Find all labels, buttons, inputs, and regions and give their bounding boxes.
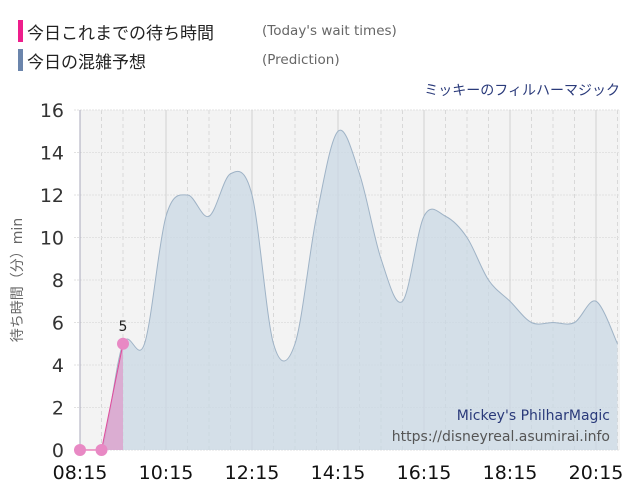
x-tick-label: 18:15 bbox=[483, 462, 538, 484]
watermark-title: Mickey's PhilharMagic bbox=[457, 408, 610, 424]
prediction-area bbox=[80, 130, 618, 451]
actual-area bbox=[80, 343, 123, 450]
prediction-line bbox=[79, 129, 618, 451]
legend-sublabel: (Prediction) bbox=[262, 52, 340, 68]
legend-item-prediction[interactable]: 今日の混雑予想 (Prediction) bbox=[18, 49, 340, 73]
y-tick-label: 8 bbox=[52, 270, 64, 292]
actual-point bbox=[95, 444, 108, 456]
x-tick-label: 16:15 bbox=[397, 462, 452, 484]
data-label: 5 bbox=[119, 319, 128, 335]
x-tick-label: 12:15 bbox=[225, 462, 280, 484]
legend-swatch bbox=[18, 49, 23, 71]
x-tick-label: 20:15 bbox=[569, 462, 624, 484]
y-tick-label: 0 bbox=[52, 440, 64, 462]
y-tick-label: 16 bbox=[40, 100, 64, 122]
x-tick-label: 08:15 bbox=[53, 462, 108, 484]
legend-sublabel: (Today's wait times) bbox=[262, 23, 397, 39]
y-axis-label: 待ち時間（分）min bbox=[10, 218, 26, 342]
y-tick-label: 6 bbox=[52, 313, 64, 335]
legend-label: 今日これまでの待ち時間 bbox=[27, 23, 214, 44]
legend-label: 今日の混雑予想 bbox=[27, 52, 146, 73]
actual-point bbox=[74, 444, 86, 456]
y-tick-label: 4 bbox=[52, 355, 64, 377]
x-tick-label: 10:15 bbox=[139, 462, 194, 484]
attraction-name: ミッキーのフィルハーマジック bbox=[424, 83, 620, 99]
y-tick-label: 12 bbox=[40, 185, 64, 207]
legend-item-actual[interactable]: 今日これまでの待ち時間 (Today's wait times) bbox=[18, 20, 397, 44]
watermark-url: https://disneyreal.asumirai.info bbox=[392, 429, 610, 445]
x-tick-label: 14:15 bbox=[311, 462, 366, 484]
actual-point bbox=[117, 337, 129, 350]
y-tick-label: 2 bbox=[52, 398, 64, 420]
y-tick-label: 14 bbox=[40, 143, 64, 165]
legend-swatch bbox=[18, 20, 23, 42]
y-tick-label: 10 bbox=[40, 228, 64, 250]
